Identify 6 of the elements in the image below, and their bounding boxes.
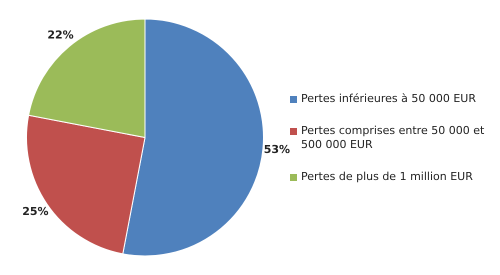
legend-label: Pertes inférieures à 50 000 EUR [301, 92, 476, 106]
legend-label: Pertes comprises entre 50 000 et 500 000 EUR [301, 124, 486, 152]
data-label: 25% [22, 204, 49, 218]
data-label: 22% [47, 28, 74, 42]
legend-label: Pertes de plus de 1 million EUR [301, 170, 473, 184]
data-label: 53% [264, 142, 290, 156]
